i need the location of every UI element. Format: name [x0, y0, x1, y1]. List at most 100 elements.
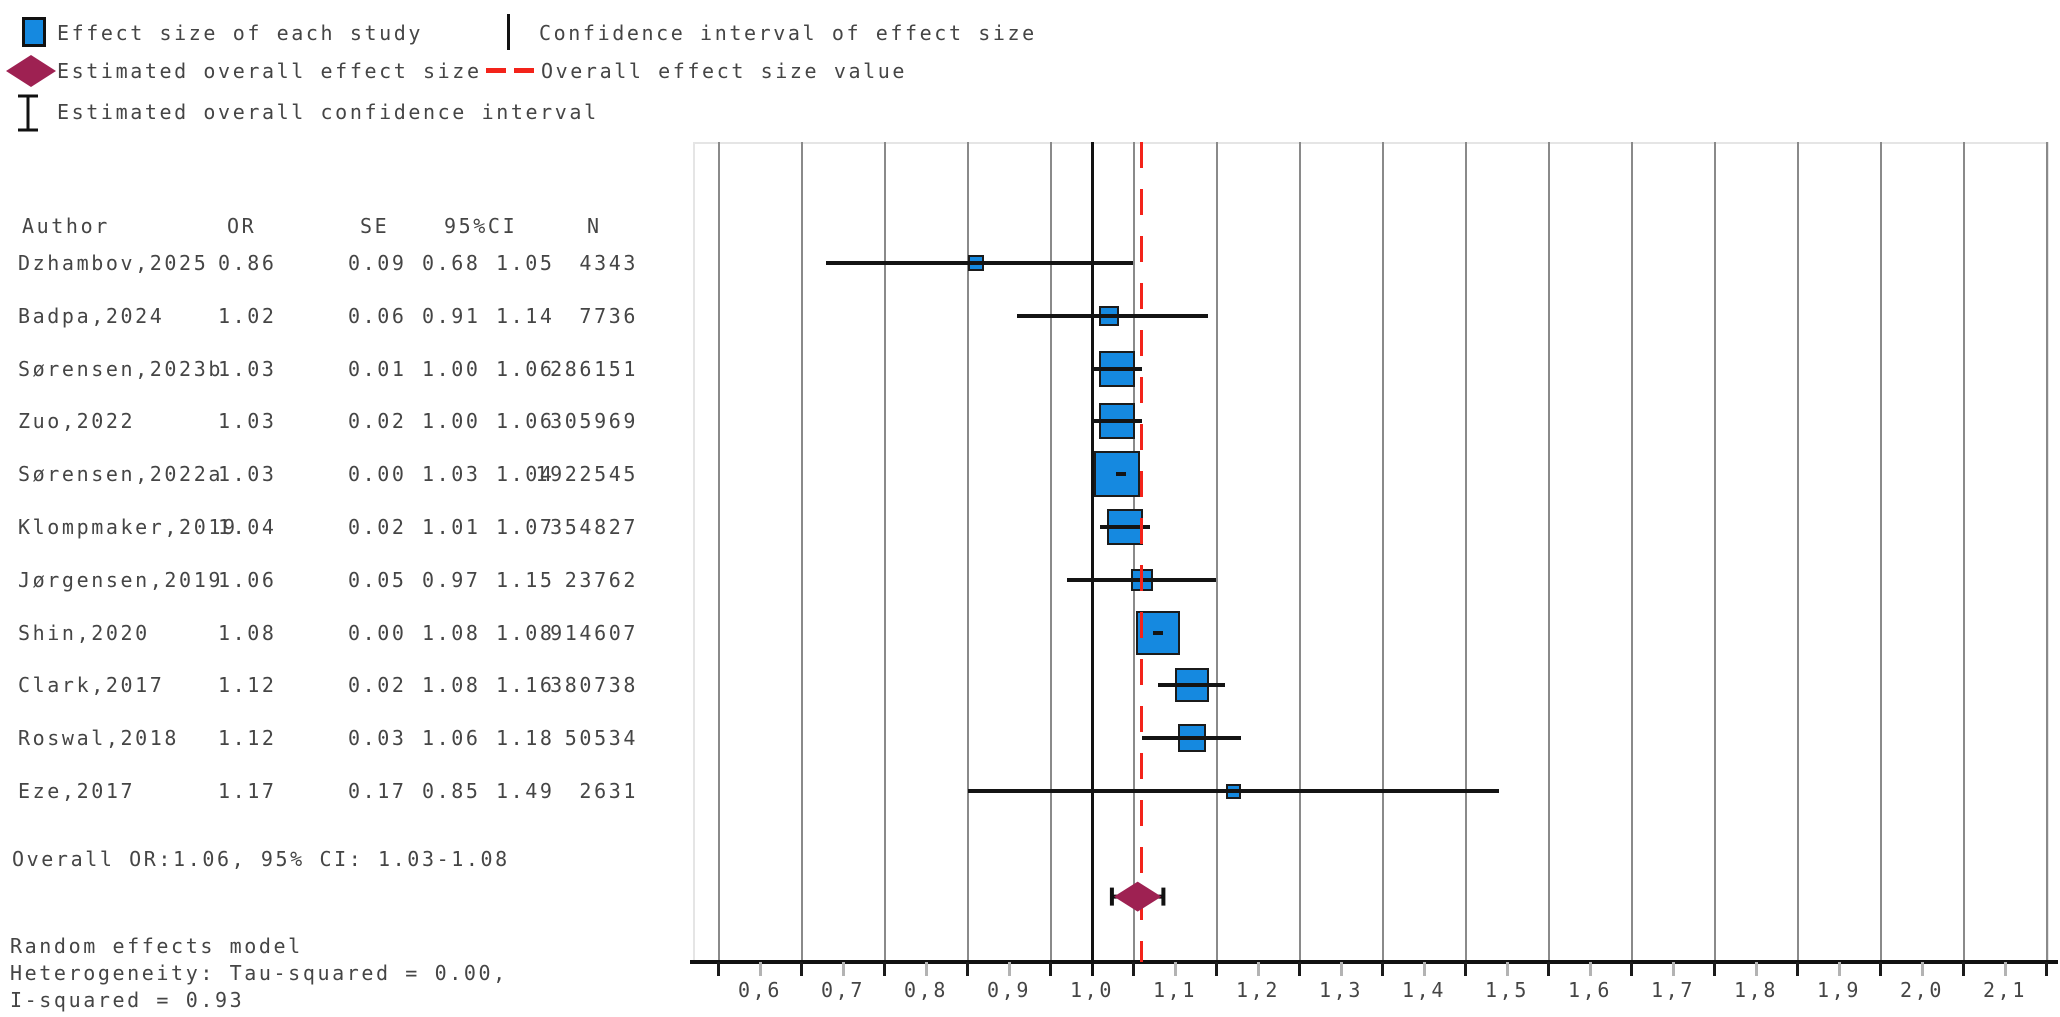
legend-label-effect-size: Effect size of each study: [57, 21, 424, 45]
study-se: 0.02: [348, 409, 407, 434]
study-n: 4343: [579, 251, 638, 275]
axis-tick-label: 2,0: [1900, 978, 1944, 1002]
study-author: Shin,2020: [18, 620, 150, 645]
axis-tick: [1920, 962, 1924, 976]
gridline: [883, 142, 886, 962]
study-n: 23762: [564, 567, 638, 592]
table-row: Zuo,2022 1.03 0.02 1.00 1.06 305969: [0, 408, 660, 434]
study-ci-high: 1.08: [496, 620, 555, 645]
study-ci-low: 0.68: [422, 251, 481, 275]
study-ci-line: [1092, 366, 1142, 371]
study-ci-low: 1.00: [422, 409, 481, 434]
study-ci-high: 1.04: [496, 462, 555, 487]
table-row: Klompmaker,2019 1.04 0.02 1.01 1.07 354827: [0, 514, 660, 540]
axis-tick-major: [2045, 962, 2048, 976]
study-or: 1.03: [218, 356, 277, 381]
study-or: 0.86: [218, 251, 277, 275]
gridline: [1879, 142, 1882, 962]
axis-tick-label: 1,7: [1651, 978, 1695, 1002]
gridline: [1049, 142, 1052, 962]
axis-tick-major: [1630, 962, 1633, 976]
table-row: Clark,2017 1.12 0.02 1.08 1.16 380738: [0, 672, 660, 698]
gridline: [1298, 142, 1301, 962]
gridline: [1132, 142, 1135, 962]
study-ci-line: [1017, 313, 1209, 318]
table-header-n: N: [587, 214, 602, 238]
study-author: Dzhambov,2025: [18, 251, 209, 275]
gridline: [717, 142, 720, 962]
study-ci-line: [1092, 419, 1142, 424]
axis-tick: [758, 962, 762, 976]
axis-tick-major: [1547, 962, 1550, 976]
study-author: Jørgensen,2019: [18, 567, 223, 592]
axis-tick-major: [883, 962, 886, 976]
study-ci-line: [826, 261, 1134, 265]
axis-tick-label: 1,8: [1734, 978, 1778, 1002]
study-ci-low: 1.08: [422, 673, 481, 698]
study-ci-line: [1116, 472, 1127, 477]
study-se: 0.09: [348, 251, 407, 275]
gridline: [1630, 142, 1633, 962]
gridline: [800, 142, 803, 962]
study-ci-low: 1.06: [422, 726, 481, 751]
table-row: Sørensen,2023b 1.03 0.01 1.00 1.06 286151: [0, 356, 660, 382]
study-ci-line: [967, 789, 1499, 793]
axis-tick-major: [1713, 962, 1716, 976]
ci-line-icon: [507, 14, 510, 50]
axis-tick: [1339, 962, 1343, 976]
axis-tick: [1505, 962, 1509, 976]
study-author: Zuo,2022: [18, 409, 136, 434]
study-or: 1.08: [218, 620, 277, 645]
null-effect-line: [1090, 142, 1094, 976]
study-se: 0.03: [348, 726, 407, 751]
axis-tick-label: 2,1: [1983, 978, 2027, 1002]
axis-tick-label: 0,7: [821, 978, 865, 1002]
study-author: Eze,2017: [18, 779, 136, 803]
study-ci-high: 1.06: [496, 356, 555, 381]
axis-tick-major: [1132, 962, 1135, 976]
gridline: [1215, 142, 1218, 962]
study-se: 0.05: [348, 567, 407, 592]
study-se: 0.00: [348, 620, 407, 645]
study-n: 286151: [550, 356, 638, 381]
axis-tick-label: 1,5: [1485, 978, 1529, 1002]
study-se: 0.06: [348, 303, 407, 328]
model-note: Random effects model: [10, 934, 303, 958]
overall-summary-text: Overall OR:1.06, 95% CI: 1.03-1.08: [12, 847, 510, 871]
legend-label-confidence-interval: Confidence interval of effect size: [539, 21, 1037, 45]
axis-tick: [1422, 962, 1426, 976]
axis-tick-label: 0,9: [987, 978, 1031, 1002]
study-or: 1.06: [218, 567, 277, 592]
study-ci-high: 1.14: [496, 303, 555, 328]
study-author: Roswal,2018: [18, 726, 180, 751]
axis-tick-label: 0,8: [904, 978, 948, 1002]
overall-ci-icon: [18, 94, 38, 132]
axis-tick-label: 1,2: [1236, 978, 1280, 1002]
study-ci-high: 1.15: [496, 567, 555, 592]
axis-tick: [1173, 962, 1177, 976]
study-or: 1.02: [218, 303, 277, 328]
table-row: Shin,2020 1.08 0.00 1.08 1.08 914607: [0, 620, 660, 646]
study-square-icon: [22, 17, 46, 47]
study-ci-low: 0.91: [422, 303, 481, 328]
study-se: 0.17: [348, 779, 407, 803]
axis-tick: [1754, 962, 1758, 976]
legend-label-overall-value: Overall effect size value: [541, 59, 908, 83]
table-row: Eze,2017 1.17 0.17 0.85 1.49 2631: [0, 778, 660, 804]
axis-tick: [1007, 962, 1011, 976]
table-row: Sørensen,2022a 1.03 0.00 1.03 1.04 1922545: [0, 461, 660, 487]
study-ci-line: [1100, 525, 1151, 529]
study-ci-low: 0.85: [422, 779, 481, 803]
axis-tick-label: 1,1: [1153, 978, 1197, 1002]
study-ci-high: 1.06: [496, 409, 555, 434]
study-se: 0.01: [348, 356, 407, 381]
axis-tick-major: [1962, 962, 1965, 976]
gridline: [1962, 142, 1965, 962]
study-se: 0.02: [348, 515, 407, 539]
axis-tick-major: [1049, 962, 1052, 976]
gridline: [966, 142, 969, 962]
study-se: 0.00: [348, 462, 407, 487]
gridline: [2045, 142, 2048, 962]
axis-tick: [841, 962, 845, 976]
